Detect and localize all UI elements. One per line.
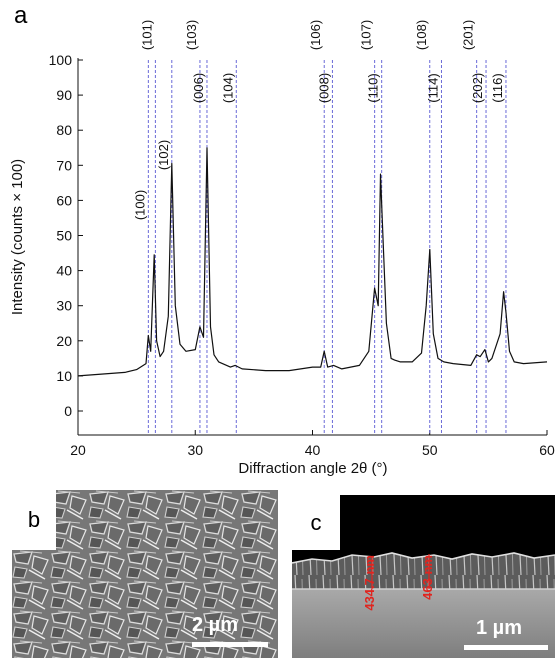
y-tick-label: 90 [56,87,72,103]
y-tick-label: 30 [56,298,72,314]
reference-label: (116) [490,73,505,102]
scale-bar-label-b: 2 µm [192,614,238,636]
y-tick-label: 50 [56,228,72,244]
reference-label: (201) [461,20,476,50]
panel-a-letter: a [14,2,28,29]
sem-cross-texture [292,552,555,658]
reference-label: (102) [156,140,171,170]
reference-lines [147,60,507,435]
reference-label: (107) [359,20,374,50]
panel-b-letter: b [12,490,56,550]
thickness-label-1: 434.7 nm [362,555,377,611]
reference-label: (103) [184,20,199,50]
scale-bar-b [192,642,268,647]
x-tick-label: 50 [422,442,438,458]
scale-bar-label-c: 1 µm [476,617,522,639]
sem-image-cross-section: c 434.7 nm 463 nm 1 µm [292,495,555,658]
sem-texture [12,490,278,658]
y-tick-label: 60 [56,192,72,208]
reference-label: (104) [220,73,235,103]
chart-axes: 0 10 20 30 40 50 60 70 80 90 100 20 30 40 50 60 [49,52,555,458]
x-axis-label: Diffraction angle 2θ (°) [238,460,387,477]
reference-label: (100) [132,190,147,220]
x-tick-label: 20 [70,442,86,458]
reference-label: (202) [470,73,485,103]
xrd-pattern [77,147,548,377]
reference-label: (106) [308,20,323,50]
sem-image-top-view: b 2 µm [12,490,278,658]
y-tick-label: 0 [64,403,72,419]
series-line [77,147,548,377]
reference-labels: (100) (101) (102) (103) (006) (104) (106) (008)… [132,20,505,220]
x-tick-label: 30 [187,442,203,458]
reference-label: (101) [139,20,154,50]
y-tick-label: 10 [56,368,72,384]
y-tick-label: 40 [56,263,72,279]
reference-label: (006) [191,73,206,103]
y-tick-label: 70 [56,157,72,173]
y-axis-label: Intensity (counts × 100) [9,159,26,315]
reference-label: (008) [316,73,331,103]
reference-label: (114) [425,73,440,102]
y-tick-label: 80 [56,122,72,138]
reference-label: (108) [414,20,429,50]
panel-c-letter: c [292,495,340,550]
x-tick-label: 60 [539,442,555,458]
scale-bar-c [464,645,548,650]
x-tick-label: 40 [305,442,321,458]
y-tick-label: 20 [56,333,72,349]
reference-label: (110) [366,73,381,102]
thickness-label-2: 463 nm [420,555,435,600]
y-tick-label: 100 [49,52,73,68]
